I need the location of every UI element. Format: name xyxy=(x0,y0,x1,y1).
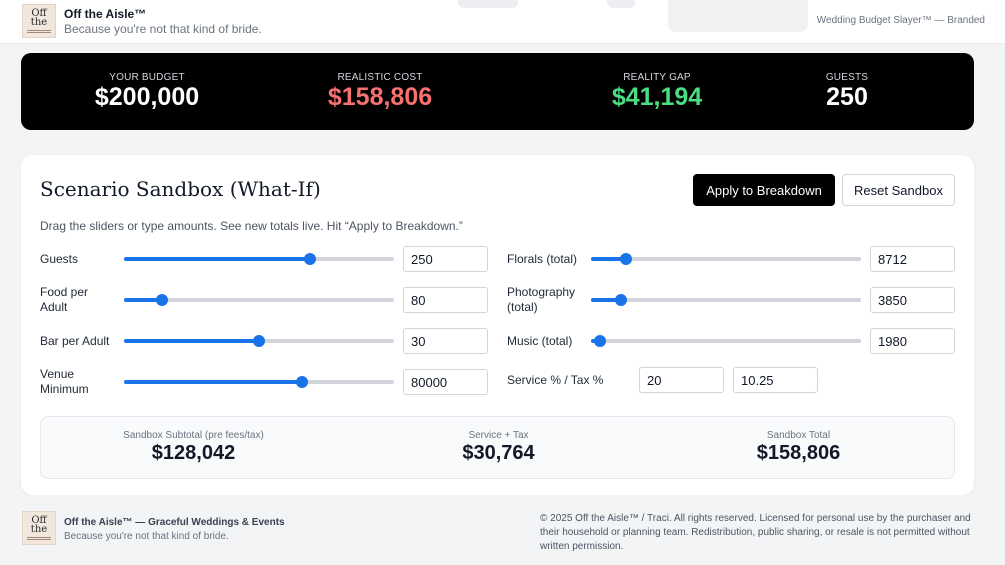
stat-label: GUESTS xyxy=(825,72,869,83)
venue-minimum-label: Venue Minimum xyxy=(40,367,89,396)
scenario-sandbox-card: Scenario Sandbox (What-If) Apply to Brea… xyxy=(21,155,974,495)
brand-logo[interactable]: Off the xyxy=(22,4,56,38)
stat-value: $158,806 xyxy=(327,83,433,111)
slider-thumb[interactable] xyxy=(614,294,627,306)
summary-value: $158,806 xyxy=(756,442,841,464)
florals-label: Florals (total) xyxy=(507,252,578,266)
venue-minimum-slider[interactable] xyxy=(124,374,394,390)
summary-label: Sandbox Total xyxy=(766,430,831,441)
slider-thumb[interactable] xyxy=(253,335,265,347)
reset-sandbox-button[interactable]: Reset Sandbox xyxy=(842,174,955,206)
slider-thumb[interactable] xyxy=(620,253,633,265)
top-header: Off the Off the Aisle™ Because you're not… xyxy=(0,0,1005,44)
stat-value: 250 xyxy=(826,83,868,111)
stat-reality-gap: REALITY GAP $41,194 xyxy=(538,53,776,130)
venue-minimum-input[interactable] xyxy=(403,369,488,395)
florals-input[interactable] xyxy=(870,246,955,272)
summary-value: $30,764 xyxy=(462,442,535,464)
footer-logo: Off the xyxy=(22,511,56,545)
apply-to-breakdown-button[interactable]: Apply to Breakdown xyxy=(693,174,835,206)
food-per-adult-label: Food per Adult xyxy=(40,285,89,314)
service-tax-label: Service % / Tax % xyxy=(507,373,604,387)
sandbox-service-tax: Service + Tax $30,764 xyxy=(346,417,651,480)
sandbox-title: Scenario Sandbox (What-If) xyxy=(40,177,321,201)
footer-tagline: Because you're not that kind of bride. xyxy=(64,531,229,542)
slider-thumb[interactable] xyxy=(304,253,317,265)
brand-title: Off the Aisle™ xyxy=(64,7,147,21)
stat-label: YOUR BUDGET xyxy=(109,72,185,83)
stat-label: REALITY GAP xyxy=(623,72,691,83)
photography-slider[interactable] xyxy=(591,292,861,308)
slider-thumb[interactable] xyxy=(155,294,168,306)
photography-label: Photography (total) xyxy=(507,285,576,314)
photography-input[interactable] xyxy=(870,287,955,313)
stat-value: $200,000 xyxy=(94,83,200,111)
tax-percent-input[interactable] xyxy=(733,367,818,393)
stat-guests: GUESTS 250 xyxy=(728,53,966,130)
faded-panel xyxy=(668,0,808,32)
summary-value: $128,042 xyxy=(151,442,236,464)
sandbox-subtotal: Sandbox Subtotal (pre fees/tax) $128,042 xyxy=(41,417,346,480)
guests-slider[interactable] xyxy=(124,251,394,267)
app-name-label: Wedding Budget Slayer™ — Branded xyxy=(816,15,985,26)
footer-copyright: © 2025 Off the Aisle™ / Traci. All right… xyxy=(540,513,971,552)
summary-label: Service + Tax xyxy=(468,430,529,441)
sandbox-summary: Sandbox Subtotal (pre fees/tax) $128,042… xyxy=(40,416,955,479)
food-per-adult-slider[interactable] xyxy=(124,292,394,308)
slider-thumb[interactable] xyxy=(594,335,607,347)
music-slider[interactable] xyxy=(591,333,861,349)
service-percent-input[interactable] xyxy=(639,367,724,393)
budget-stats-bar: YOUR BUDGET $200,000 REALISTIC COST $158… xyxy=(21,53,974,130)
stat-your-budget: YOUR BUDGET $200,000 xyxy=(28,53,266,130)
sandbox-total: Sandbox Total $158,806 xyxy=(646,417,951,480)
brand-tagline: Because you're not that kind of bride. xyxy=(64,22,262,36)
footer-title: Off the Aisle™ — Graceful Weddings & Eve… xyxy=(64,517,285,528)
music-input[interactable] xyxy=(870,328,955,354)
guests-input[interactable] xyxy=(403,246,488,272)
bar-per-adult-label: Bar per Adult xyxy=(40,334,110,348)
stat-label: REALISTIC COST xyxy=(337,72,423,83)
sandbox-instructions: Drag the sliders or type amounts. See ne… xyxy=(40,219,463,233)
food-per-adult-input[interactable] xyxy=(403,287,488,313)
faded-tab xyxy=(458,0,518,8)
guests-label: Guests xyxy=(40,252,79,266)
music-label: Music (total) xyxy=(507,334,573,348)
stat-realistic-cost: REALISTIC COST $158,806 xyxy=(261,53,499,130)
page-footer: Off the Off the Aisle™ — Graceful Wedding… xyxy=(0,495,1005,565)
faded-tab xyxy=(607,0,635,8)
bar-per-adult-input[interactable] xyxy=(403,328,488,354)
stat-value: $41,194 xyxy=(611,83,703,111)
summary-label: Sandbox Subtotal (pre fees/tax) xyxy=(123,430,264,441)
florals-slider[interactable] xyxy=(591,251,861,267)
bar-per-adult-slider[interactable] xyxy=(124,333,394,349)
slider-thumb[interactable] xyxy=(296,376,309,388)
